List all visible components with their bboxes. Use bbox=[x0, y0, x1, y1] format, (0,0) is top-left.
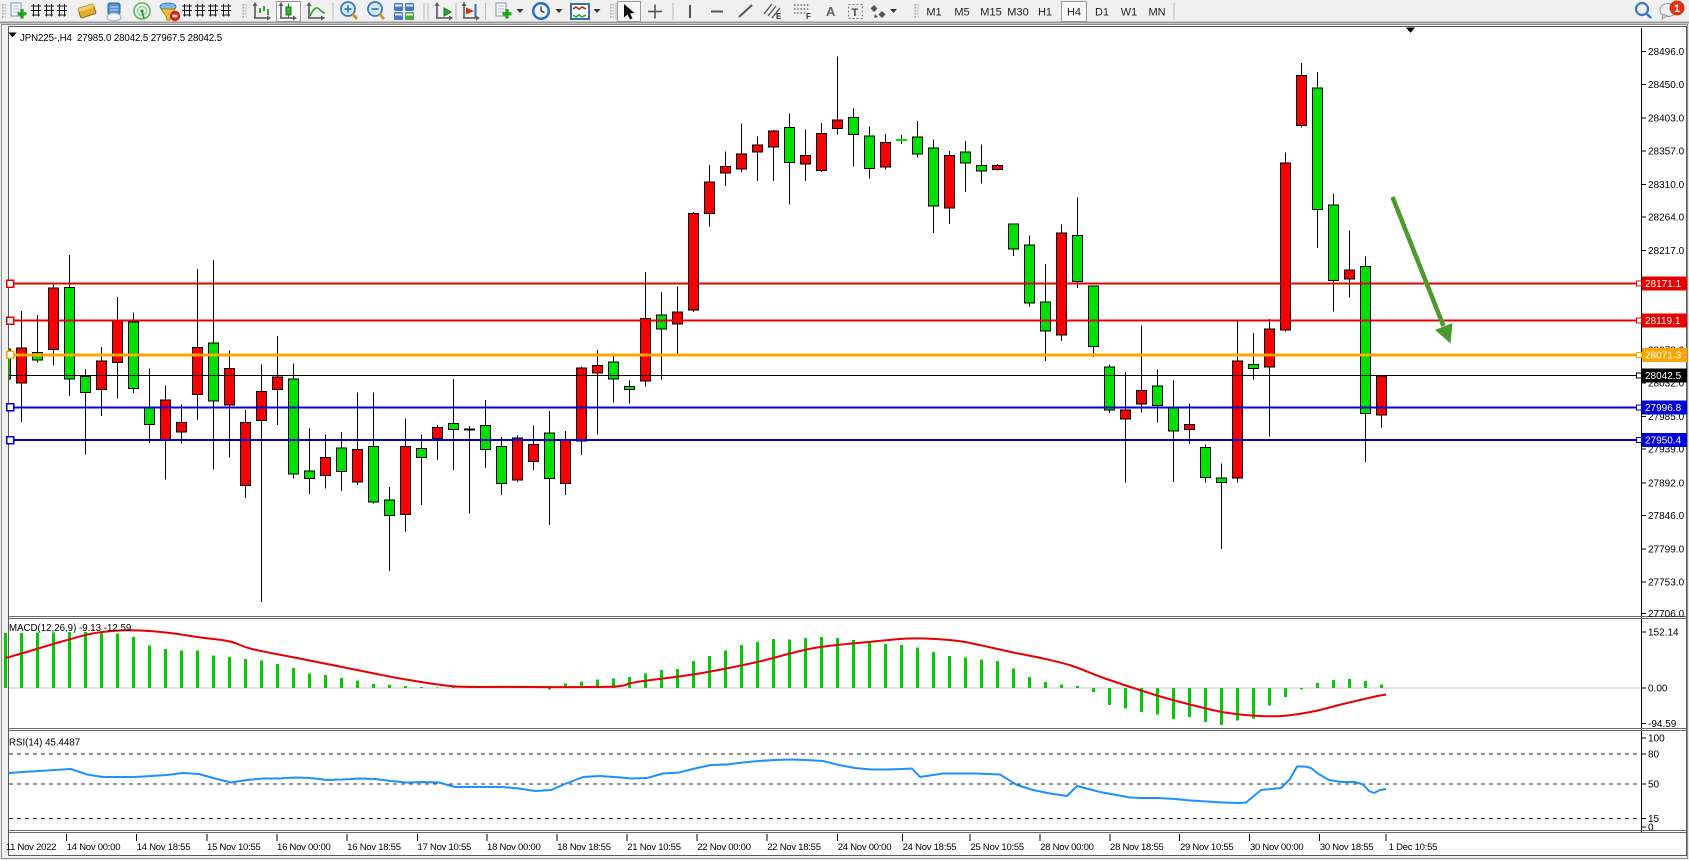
svg-text:28171.1: 28171.1 bbox=[1645, 279, 1682, 290]
svg-text:F: F bbox=[806, 12, 811, 21]
svg-text:28310.0: 28310.0 bbox=[1648, 180, 1685, 191]
svg-text:100: 100 bbox=[1648, 734, 1665, 745]
svg-text:27753.0: 27753.0 bbox=[1648, 578, 1685, 589]
svg-text:24 Nov 18:55: 24 Nov 18:55 bbox=[903, 842, 957, 853]
svg-text:27950.4: 27950.4 bbox=[1645, 436, 1682, 447]
svg-text:22 Nov 00:00: 22 Nov 00:00 bbox=[697, 842, 751, 853]
svg-text:28357.0: 28357.0 bbox=[1648, 146, 1685, 157]
svg-text:28217.0: 28217.0 bbox=[1648, 246, 1685, 257]
svg-text:28032.0: 28032.0 bbox=[1648, 378, 1685, 389]
svg-text:A: A bbox=[826, 4, 836, 19]
svg-text:18 Nov 00:00: 18 Nov 00:00 bbox=[487, 842, 541, 853]
svg-text:-94.59: -94.59 bbox=[1648, 719, 1677, 730]
svg-text:D1: D1 bbox=[1095, 7, 1109, 19]
svg-text:27846.0: 27846.0 bbox=[1648, 511, 1685, 522]
svg-text:27985.0: 27985.0 bbox=[1648, 412, 1685, 423]
svg-text:30 Nov 00:00: 30 Nov 00:00 bbox=[1250, 842, 1304, 853]
svg-text:80: 80 bbox=[1648, 750, 1660, 761]
svg-text:22 Nov 18:55: 22 Nov 18:55 bbox=[767, 842, 821, 853]
svg-text:1 Dec 10:55: 1 Dec 10:55 bbox=[1389, 842, 1437, 853]
svg-text:M30: M30 bbox=[1007, 7, 1028, 19]
svg-text:14 Nov 18:55: 14 Nov 18:55 bbox=[137, 842, 191, 853]
svg-text:28119.1: 28119.1 bbox=[1645, 316, 1681, 327]
svg-text:28071.3: 28071.3 bbox=[1645, 350, 1682, 361]
svg-text:M1: M1 bbox=[926, 7, 941, 19]
svg-text:28264.0: 28264.0 bbox=[1648, 213, 1685, 224]
svg-text:MN: MN bbox=[1148, 7, 1165, 19]
svg-text:30 Nov 18:55: 30 Nov 18:55 bbox=[1320, 842, 1374, 853]
svg-text:27996.8: 27996.8 bbox=[1645, 403, 1682, 414]
svg-text:H4: H4 bbox=[1067, 7, 1081, 19]
svg-text:17 Nov 10:55: 17 Nov 10:55 bbox=[418, 842, 472, 853]
svg-text:28 Nov 00:00: 28 Nov 00:00 bbox=[1040, 842, 1094, 853]
svg-text:27939.0: 27939.0 bbox=[1648, 445, 1685, 456]
svg-text:27706.0: 27706.0 bbox=[1648, 609, 1685, 620]
svg-text:18 Nov 18:55: 18 Nov 18:55 bbox=[557, 842, 611, 853]
svg-text:M5: M5 bbox=[954, 7, 969, 19]
svg-text:MACD(12,26,9) -9.13 -12.59: MACD(12,26,9) -9.13 -12.59 bbox=[9, 623, 131, 634]
svg-text:0: 0 bbox=[1648, 823, 1654, 834]
svg-text:1: 1 bbox=[1674, 3, 1680, 15]
svg-text:M15: M15 bbox=[980, 7, 1001, 19]
svg-text:T: T bbox=[852, 7, 859, 19]
svg-text:E: E bbox=[776, 12, 782, 21]
svg-text:28042.5: 28042.5 bbox=[1645, 371, 1682, 382]
svg-text:14 Nov 00:00: 14 Nov 00:00 bbox=[67, 842, 121, 853]
svg-text:16 Nov 00:00: 16 Nov 00:00 bbox=[277, 842, 331, 853]
svg-text:16 Nov 18:55: 16 Nov 18:55 bbox=[347, 842, 401, 853]
svg-text:JPN225-,H4 27985.0 28042.5 27: JPN225-,H4 27985.0 28042.5 27967.5 28042… bbox=[20, 33, 222, 44]
svg-text:11 Nov 2022: 11 Nov 2022 bbox=[6, 842, 56, 853]
svg-text:H1: H1 bbox=[1038, 7, 1052, 19]
svg-text:50: 50 bbox=[1648, 780, 1660, 791]
svg-text:25 Nov 10:55: 25 Nov 10:55 bbox=[970, 842, 1024, 853]
svg-text:27892.0: 27892.0 bbox=[1648, 478, 1685, 489]
svg-text:28496.0: 28496.0 bbox=[1648, 47, 1685, 58]
svg-text:28403.0: 28403.0 bbox=[1648, 113, 1685, 124]
svg-text:29 Nov 10:55: 29 Nov 10:55 bbox=[1180, 842, 1234, 853]
svg-text:152.14: 152.14 bbox=[1648, 628, 1679, 639]
svg-text:15: 15 bbox=[1648, 814, 1660, 825]
svg-text:24 Nov 00:00: 24 Nov 00:00 bbox=[838, 842, 892, 853]
svg-text:0.00: 0.00 bbox=[1648, 684, 1668, 695]
svg-text:W1: W1 bbox=[1121, 7, 1138, 19]
svg-text:RSI(14) 45.4487: RSI(14) 45.4487 bbox=[9, 738, 80, 749]
svg-text:28450.0: 28450.0 bbox=[1648, 80, 1685, 91]
svg-text:28 Nov 18:55: 28 Nov 18:55 bbox=[1110, 842, 1164, 853]
svg-text:21 Nov 10:55: 21 Nov 10:55 bbox=[627, 842, 681, 853]
svg-text:27799.0: 27799.0 bbox=[1648, 545, 1685, 556]
svg-text:15 Nov 10:55: 15 Nov 10:55 bbox=[207, 842, 261, 853]
